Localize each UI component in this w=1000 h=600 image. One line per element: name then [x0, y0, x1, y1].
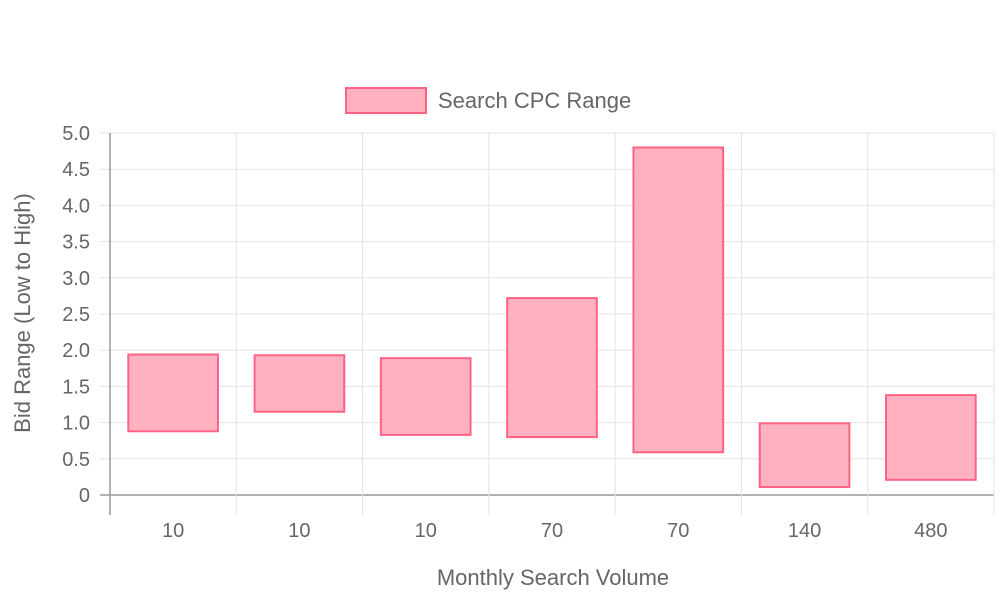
- x-tick-label: 10: [415, 520, 437, 542]
- y-axis-ticks: 0 0.5 1.0 1.5 2.0 2.5 3.0 3.5 4.0 4.5 5.0: [62, 123, 90, 507]
- range-bar[interactable]: [379, 357, 472, 436]
- x-tick-label: 480: [914, 520, 947, 542]
- y-tick-label: 1.5: [62, 376, 90, 398]
- legend-label: Search CPC Range: [438, 88, 631, 113]
- y-tick-label: 0: [79, 485, 90, 507]
- x-tick-label: 70: [667, 520, 689, 542]
- x-tick-label: 10: [288, 520, 310, 542]
- y-tick-label: 0.5: [62, 449, 90, 471]
- y-axis-title: Bid Range (Low to High): [10, 193, 35, 433]
- range-bar[interactable]: [127, 353, 219, 433]
- legend-swatch: [345, 87, 427, 114]
- y-tick-label: 2.0: [62, 340, 90, 362]
- y-tick-label: 2.5: [62, 304, 90, 326]
- y-tick-label: 4.5: [62, 159, 90, 181]
- range-bar[interactable]: [758, 422, 851, 489]
- range-bar[interactable]: [632, 146, 725, 454]
- x-axis-ticks: 10 10 10 70 70 140 480: [162, 520, 948, 542]
- range-bar[interactable]: [885, 394, 977, 481]
- x-tick-label: 140: [788, 520, 821, 542]
- y-tick-label: 3.5: [62, 232, 90, 254]
- bars: [127, 146, 977, 489]
- legend[interactable]: Search CPC Range: [345, 87, 631, 114]
- x-tick-label: 70: [541, 520, 563, 542]
- y-tick-label: 5.0: [62, 123, 90, 145]
- x-tick-label: 10: [162, 520, 184, 542]
- y-tick-label: 3.0: [62, 268, 90, 290]
- x-axis-title: Monthly Search Volume: [437, 565, 669, 590]
- range-bar[interactable]: [506, 297, 598, 439]
- range-bar[interactable]: [253, 354, 346, 413]
- y-tick-label: 4.0: [62, 195, 90, 217]
- y-tick-label: 1.0: [62, 413, 90, 435]
